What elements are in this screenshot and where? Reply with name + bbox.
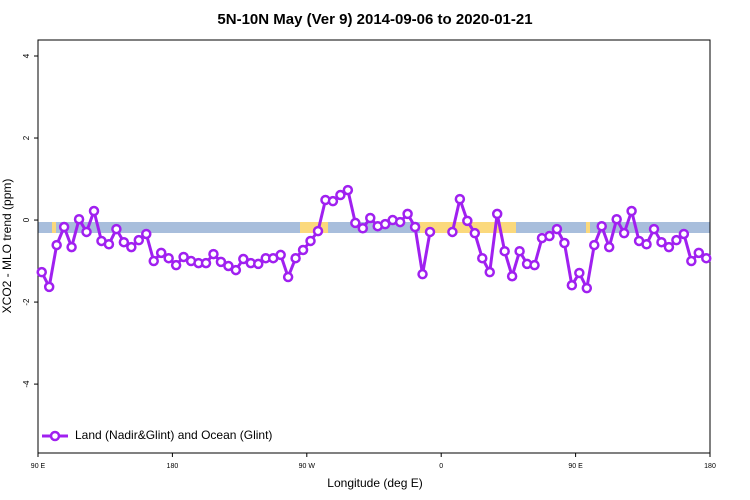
land-band bbox=[420, 222, 516, 233]
data-point bbox=[611, 213, 622, 225]
x-axis-label: Longitude (deg E) bbox=[327, 476, 422, 490]
x-tick-label: 90 W bbox=[299, 463, 316, 470]
data-point bbox=[36, 266, 47, 278]
data-point bbox=[394, 216, 406, 228]
data-point bbox=[701, 252, 712, 264]
data-point bbox=[641, 238, 652, 250]
data-point bbox=[170, 259, 182, 271]
data-point bbox=[230, 264, 242, 276]
data-point bbox=[544, 230, 555, 242]
data-point bbox=[327, 195, 339, 207]
data-point bbox=[454, 193, 466, 205]
data-point bbox=[596, 220, 607, 232]
data-point bbox=[402, 208, 413, 220]
data-point bbox=[215, 256, 227, 268]
x-tick-label: 0 bbox=[439, 463, 443, 470]
data-point bbox=[208, 248, 219, 260]
data-point bbox=[424, 226, 436, 238]
data-point bbox=[648, 223, 660, 235]
land-band bbox=[52, 222, 56, 233]
data-point bbox=[290, 252, 301, 264]
data-point bbox=[484, 266, 495, 278]
data-point bbox=[671, 234, 682, 246]
data-point bbox=[43, 281, 55, 293]
data-point bbox=[365, 212, 376, 224]
data-point bbox=[686, 255, 697, 267]
data-point bbox=[499, 245, 510, 257]
data-point bbox=[126, 241, 137, 253]
data-point bbox=[297, 244, 309, 256]
data-point bbox=[223, 260, 234, 272]
data-point bbox=[529, 259, 540, 271]
data-point bbox=[559, 237, 570, 249]
x-tick-label: 180 bbox=[167, 463, 179, 470]
data-point bbox=[253, 258, 264, 270]
data-point bbox=[342, 184, 354, 196]
data-point bbox=[58, 221, 70, 233]
y-tick-label: 0 bbox=[22, 217, 31, 222]
data-point bbox=[335, 189, 346, 201]
data-point bbox=[81, 226, 92, 238]
legend-marker bbox=[49, 430, 61, 442]
data-point bbox=[663, 241, 675, 253]
data-point bbox=[118, 236, 130, 248]
data-point bbox=[141, 228, 152, 240]
data-point bbox=[417, 268, 428, 280]
y-axis-label: XCO2 - MLO trend (ppm) bbox=[0, 179, 14, 314]
data-point bbox=[200, 257, 212, 269]
data-point bbox=[514, 245, 525, 257]
data-point bbox=[155, 247, 167, 259]
chart-title: 5N-10N May (Ver 9) 2014-09-06 to 2020-01… bbox=[217, 11, 532, 28]
data-point bbox=[357, 222, 369, 234]
data-point bbox=[462, 215, 473, 227]
data-point bbox=[566, 280, 578, 291]
data-point bbox=[626, 205, 637, 217]
data-point bbox=[51, 239, 62, 251]
data-point bbox=[491, 208, 503, 220]
y-tick-label: -4 bbox=[22, 380, 31, 388]
land-band bbox=[586, 222, 590, 233]
data-point bbox=[238, 253, 249, 265]
legend-label: Land (Nadir&Glint) and Ocean (Glint) bbox=[75, 428, 272, 442]
data-point bbox=[88, 205, 100, 217]
data-point bbox=[350, 217, 361, 229]
data-point bbox=[603, 241, 615, 253]
data-point bbox=[133, 234, 145, 246]
plot-frame bbox=[37, 39, 711, 454]
data-point bbox=[693, 247, 705, 259]
data-point bbox=[73, 213, 85, 225]
y-tick-label: -2 bbox=[22, 298, 31, 306]
data-point bbox=[618, 227, 630, 239]
data-point bbox=[178, 251, 189, 263]
data-point bbox=[477, 252, 488, 264]
data-point bbox=[409, 221, 421, 233]
x-tick-label: 90 E bbox=[568, 463, 583, 470]
x-tick-label: 180 bbox=[704, 463, 716, 470]
data-point bbox=[275, 249, 286, 261]
data-point bbox=[379, 218, 391, 230]
data-point bbox=[469, 227, 481, 239]
data-point bbox=[581, 282, 593, 294]
data-point bbox=[111, 223, 122, 235]
data-point bbox=[66, 241, 77, 253]
data-point bbox=[678, 228, 690, 240]
data-point bbox=[656, 236, 667, 248]
data-point bbox=[305, 235, 316, 247]
land-band bbox=[300, 222, 328, 233]
x-tick-label: 90 E bbox=[31, 463, 46, 470]
data-point bbox=[551, 223, 563, 235]
data-point bbox=[282, 271, 294, 283]
y-tick-label: 4 bbox=[22, 53, 31, 58]
data-point bbox=[589, 239, 600, 251]
y-tick-label: 2 bbox=[22, 135, 31, 140]
data-point bbox=[312, 225, 324, 237]
data-point bbox=[148, 255, 159, 267]
data-point bbox=[574, 267, 585, 279]
data-point bbox=[103, 238, 115, 250]
data-point bbox=[506, 270, 518, 282]
data-point bbox=[447, 226, 458, 238]
data-point bbox=[163, 252, 174, 264]
